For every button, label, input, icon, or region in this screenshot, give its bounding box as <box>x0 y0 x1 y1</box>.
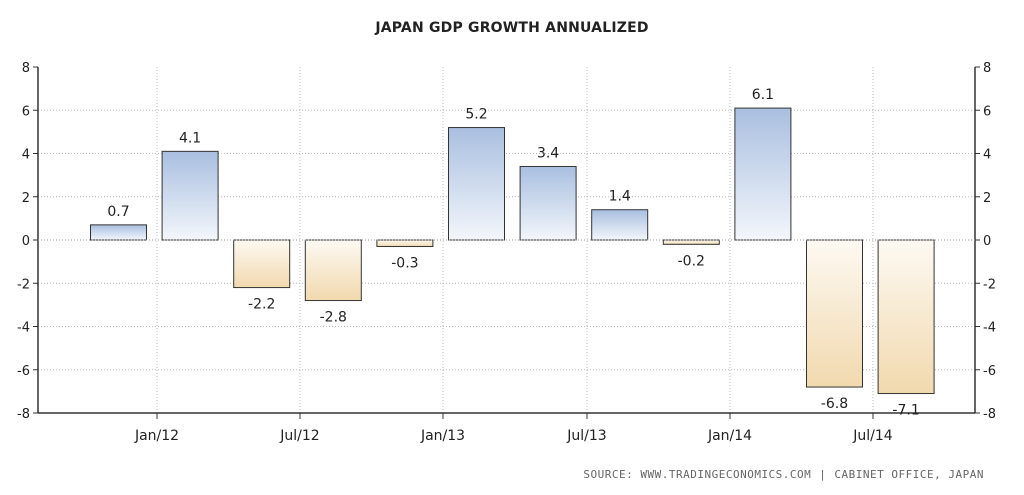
bars <box>90 107 935 395</box>
bar <box>376 239 434 247</box>
y-tick-label-left: 0 <box>22 234 30 249</box>
bar <box>448 127 505 241</box>
bar <box>806 239 863 388</box>
y-tick-label-right: 2 <box>983 191 991 206</box>
data-label: 1.4 <box>609 189 631 205</box>
bar <box>161 150 219 241</box>
source-site: SOURCE: WWW.TRADINGECONOMICS.COM <box>583 468 812 481</box>
y-tick-label-right: -4 <box>983 321 996 336</box>
data-label: -2.2 <box>248 297 275 313</box>
data-label: 5.2 <box>465 107 487 123</box>
bar <box>304 239 362 302</box>
chart-title: JAPAN GDP GROWTH ANNUALIZED <box>375 20 649 36</box>
y-tick-label-right: -2 <box>983 277 996 292</box>
y-tick-label-left: 8 <box>22 61 30 76</box>
x-tick-label: Jul/13 <box>566 428 606 444</box>
data-label: 0.7 <box>107 204 129 220</box>
y-tick-label-right: -6 <box>983 364 996 379</box>
y-tick-label-right: 6 <box>983 104 991 119</box>
labels: 0.7 4.1 -2.2 -2.8 -0.3 5.2 3.4 1.4 -0.2 6.1 -6.8 -7… <box>17 61 996 444</box>
y-tick-label-left: -6 <box>17 364 30 379</box>
bar <box>233 239 291 289</box>
axes <box>33 66 980 419</box>
data-label: 4.1 <box>179 130 201 146</box>
x-tick-label: Jan/14 <box>707 428 752 444</box>
data-label: -0.3 <box>391 255 418 271</box>
bar <box>90 224 147 241</box>
data-label: 3.4 <box>537 145 559 161</box>
x-tick-label: Jan/12 <box>134 428 179 444</box>
bar <box>591 209 649 241</box>
bar <box>662 239 720 245</box>
y-tick-label-right: -8 <box>983 407 996 422</box>
bar <box>519 165 577 241</box>
y-tick-label-left: 6 <box>22 104 30 119</box>
y-tick-label-left: -8 <box>17 407 30 422</box>
source-separator: | <box>819 468 827 481</box>
source-line: SOURCE: WWW.TRADINGECONOMICS.COM | CABINET… <box>583 468 984 481</box>
x-tick-label: Jul/12 <box>279 428 319 444</box>
source-agency: CABINET OFFICE, JAPAN <box>834 468 984 481</box>
y-tick-label-right: 8 <box>983 61 991 76</box>
y-tick-label-left: -2 <box>17 277 30 292</box>
y-tick-label-left: -4 <box>17 321 30 336</box>
y-tick-label-right: 0 <box>983 234 991 249</box>
x-tick-label: Jan/13 <box>420 428 465 444</box>
data-label: -6.8 <box>821 396 848 412</box>
data-label: -2.8 <box>320 310 347 326</box>
data-label: 6.1 <box>752 87 774 103</box>
x-tick-label: Jul/14 <box>852 428 893 444</box>
y-tick-label-left: 4 <box>22 148 30 163</box>
bar <box>734 107 792 241</box>
data-label: -7.1 <box>892 403 919 419</box>
bar <box>877 239 935 395</box>
y-tick-label-right: 4 <box>983 148 991 163</box>
y-tick-label-left: 2 <box>22 191 30 206</box>
data-label: -0.2 <box>678 253 705 269</box>
